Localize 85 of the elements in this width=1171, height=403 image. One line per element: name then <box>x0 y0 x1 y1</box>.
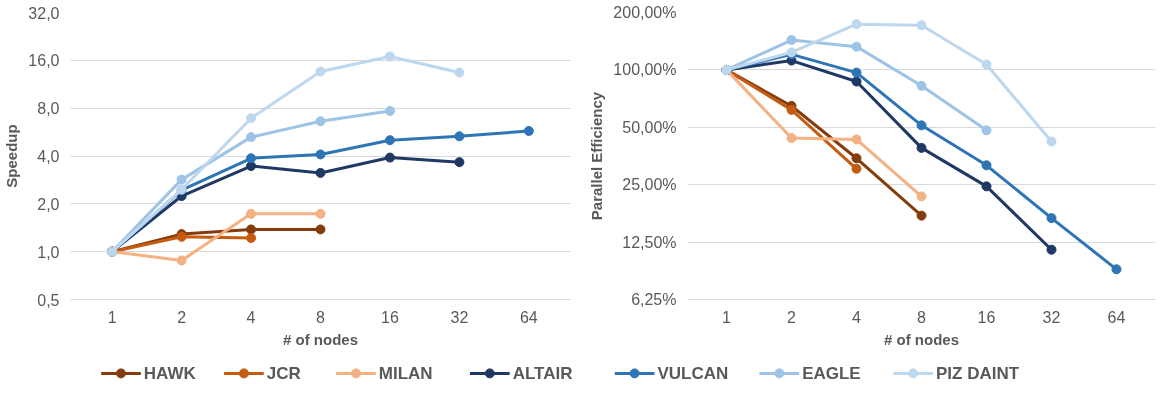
y-tick-label: 200,00% <box>613 4 677 21</box>
x-axis-title: # of nodes <box>884 330 960 348</box>
x-axis-title: # of nodes <box>283 330 359 348</box>
x-tick-label: 8 <box>316 308 326 326</box>
point <box>1046 136 1057 147</box>
point <box>246 153 257 164</box>
point <box>315 66 326 77</box>
y-tick-label: 100,00% <box>613 61 677 79</box>
point <box>916 120 927 131</box>
point <box>246 208 257 219</box>
point <box>981 59 992 70</box>
legend-label: MILAN <box>378 363 433 383</box>
legend-label: PIZ DAINT <box>935 363 1020 383</box>
legend-label: VULCAN <box>657 363 729 383</box>
point <box>1111 264 1122 275</box>
x-tick-label: 64 <box>519 308 538 326</box>
point <box>246 224 257 235</box>
point <box>851 67 862 78</box>
point <box>454 131 465 142</box>
point <box>315 224 326 235</box>
y-tick-label: 6,25% <box>631 291 677 308</box>
y-tick-label: 50,00% <box>622 118 677 136</box>
legend-label: HAWK <box>143 363 197 383</box>
x-tick-label: 16 <box>977 308 996 326</box>
point <box>981 160 992 171</box>
y-tick-label: 25,00% <box>622 176 677 194</box>
point <box>176 255 187 266</box>
point <box>523 125 534 136</box>
x-tick-label: 32 <box>1042 308 1061 326</box>
y-tick-label: 8,0 <box>37 100 60 118</box>
y-axis-title: Parallel Efficiency <box>588 91 606 221</box>
legend-label: ALTAIR <box>512 363 573 383</box>
point <box>454 157 465 168</box>
point <box>315 208 326 219</box>
point <box>1046 244 1057 255</box>
x-tick-label: 8 <box>917 308 927 326</box>
point <box>981 125 992 136</box>
x-tick-label: 4 <box>852 308 862 326</box>
x-tick-label: 16 <box>381 308 399 326</box>
y-axis-title: Speedup <box>3 124 21 188</box>
point <box>851 134 862 145</box>
point <box>384 152 395 163</box>
point <box>981 181 992 192</box>
legend-label: EAGLE <box>802 363 861 383</box>
x-tick-label: 4 <box>246 308 256 326</box>
y-tick-label: 12,50% <box>622 233 677 251</box>
y-tick-label: 2,0 <box>37 195 60 213</box>
point <box>916 20 927 31</box>
x-tick-label: 2 <box>787 308 797 326</box>
point <box>315 116 326 127</box>
point <box>246 232 257 243</box>
point <box>786 104 797 115</box>
point <box>786 35 797 46</box>
point <box>246 113 257 124</box>
point <box>851 153 862 164</box>
point <box>384 135 395 146</box>
y-tick-label: 1,0 <box>37 243 60 261</box>
y-tick-label: 4,0 <box>37 148 60 165</box>
point <box>916 80 927 91</box>
point <box>851 76 862 87</box>
point <box>851 19 862 30</box>
y-tick-label: 32,0 <box>28 4 60 22</box>
point <box>916 142 927 153</box>
point <box>851 41 862 52</box>
point <box>176 174 187 185</box>
point <box>315 167 326 178</box>
point <box>1046 213 1057 224</box>
point <box>246 161 257 171</box>
point <box>916 210 927 221</box>
point <box>851 163 862 174</box>
x-tick-label: 1 <box>107 308 117 326</box>
point <box>384 105 395 116</box>
point <box>454 67 465 78</box>
legend-label: JCR <box>266 363 301 383</box>
point <box>786 133 797 144</box>
x-tick-label: 64 <box>1107 308 1126 326</box>
x-tick-label: 2 <box>177 308 187 326</box>
point <box>246 132 257 143</box>
point <box>916 191 927 202</box>
y-tick-label: 0,5 <box>37 291 60 309</box>
x-tick-label: 1 <box>722 308 732 326</box>
y-tick-label: 16,0 <box>28 52 60 70</box>
point <box>384 51 395 62</box>
x-tick-label: 32 <box>450 308 469 326</box>
point <box>315 149 326 160</box>
